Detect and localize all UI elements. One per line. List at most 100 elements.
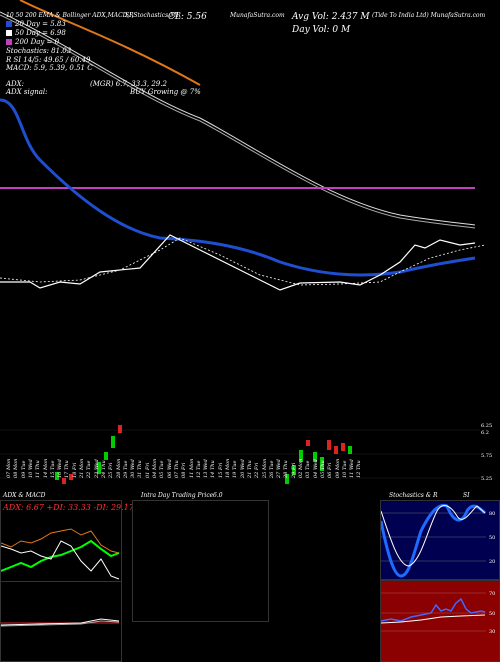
candles <box>55 425 352 484</box>
chart-title: 10 50 200 EMA & Bollinger ADX,MACD,R <box>6 12 134 19</box>
date-label: 10 Tue <box>341 460 348 478</box>
stochastics-panel: Stochastics & R SI 80 50 20 <box>380 492 500 580</box>
date-label: 10 Wed <box>27 459 34 478</box>
date-label: 06 Fri <box>327 462 334 478</box>
date-label: 03 Tue <box>305 460 312 478</box>
bollinger-orange-line <box>19 0 201 86</box>
date-label: 04 Wed <box>312 459 319 478</box>
date-label: 11 Wed <box>349 459 356 478</box>
price-tick: 5.75 <box>481 453 492 459</box>
date-label: 16 Wed <box>57 459 64 478</box>
stochastics-value: Stochastics: 81.03 <box>6 47 72 55</box>
date-label: 27 Wed <box>276 459 283 478</box>
rsi-chart: 70 50 30 <box>381 591 495 635</box>
plus-di-line <box>1 539 120 572</box>
candle <box>292 465 296 475</box>
candle <box>341 443 345 451</box>
stochastics-title: Stochastics & R <box>389 492 438 499</box>
date-label: 11 Thu <box>35 460 42 478</box>
date-label: 28 Thu <box>283 460 290 478</box>
chart-title-mid2: MunafaSutra.com <box>230 12 285 19</box>
candle <box>348 446 352 454</box>
date-label: 23 Wed <box>93 459 100 478</box>
legend-ema20-label: 20 Day = 5.83 <box>15 20 66 28</box>
date-label: 17 Thu <box>64 460 71 478</box>
stoch-k-line <box>381 503 487 578</box>
date-label: 28 Mon <box>115 458 122 478</box>
date-label: 14 Thu <box>210 460 217 478</box>
candle <box>320 457 324 471</box>
rsi-level-label: 70 <box>489 591 495 597</box>
avg-volume: Avg Vol: 2.437 M <box>292 12 370 22</box>
date-label: 30 Wed <box>130 459 137 478</box>
date-label: 25 Mon <box>261 458 268 478</box>
minus-di-line <box>1 540 120 580</box>
main-price-chart <box>0 0 486 291</box>
legend-ema20: 20 Day = 5.83 <box>6 20 66 28</box>
ema200-swatch <box>6 39 12 45</box>
panel-divider <box>1 581 121 582</box>
adx-values: ADX: 6.67 +DI: 33.33 -DI: 29.17 <box>3 503 134 512</box>
legend-ema50: 50 Day = 6.98 <box>6 29 66 37</box>
date-label: 12 Thu <box>356 460 363 478</box>
date-label: 22 Tue <box>86 460 93 478</box>
stoch-level-label: 50 <box>489 535 495 541</box>
chart-title-mid: SI,Stochastics MR <box>125 12 181 19</box>
date-label: 31 Thu <box>137 460 144 478</box>
date-label: 24 Thu <box>100 460 107 478</box>
buy-signal-value: BUY Growing @ 7% <box>130 88 201 96</box>
macd-chart <box>1 618 120 627</box>
intraday-value: 6.0 <box>213 492 223 499</box>
candle <box>104 452 108 460</box>
candle <box>313 452 317 462</box>
adx-signal-label: ADX signal: <box>6 88 48 96</box>
rsi-line <box>381 597 486 622</box>
stochastics-chart: 80 50 20 <box>381 503 495 578</box>
stoch-level-label: 80 <box>489 511 495 517</box>
candle <box>334 446 338 454</box>
adx-panel: ADX & MACD ADX: 6.67 +DI: 33.33 -DI: 29.… <box>0 492 134 662</box>
candle <box>118 425 122 433</box>
legend-ema200-label: 200 Day = 0 <box>15 38 60 46</box>
date-label: 01 Fri <box>144 462 151 478</box>
date-label: 20 Wed <box>239 459 246 478</box>
price-line <box>0 234 476 291</box>
date-label: 26 Tue <box>268 460 275 478</box>
date-label: 29 Tue <box>122 460 129 478</box>
price-tick: 6.2 <box>481 430 489 436</box>
ema20-swatch <box>6 21 12 27</box>
stoch-d-line <box>381 505 486 567</box>
candle <box>55 472 59 480</box>
stochastics-si-title: SI <box>463 492 470 499</box>
date-label: 05 Thu <box>319 460 326 478</box>
rsi-value: R SI 14/5: 49.65 / 60.49 <box>6 56 91 64</box>
candlestick-panel: 6.25 6.2 5.75 5.25 <box>0 423 492 484</box>
adx-label: ADX: <box>6 80 25 88</box>
date-label: 12 Tue <box>195 460 202 478</box>
intraday-panel: Intra Day Trading Price 6.0 <box>132 492 269 622</box>
rsi-level-label: 50 <box>489 611 495 617</box>
date-label: 22 Fri <box>254 462 261 478</box>
candle <box>327 440 331 450</box>
date-label: 18 Fri <box>71 462 78 478</box>
candle <box>69 474 73 480</box>
candle <box>111 436 115 448</box>
date-label: 15 Fri <box>217 462 224 478</box>
legend-ema50-label: 50 Day = 6.98 <box>15 29 66 37</box>
candle <box>285 474 289 484</box>
date-label: 29 Fri <box>290 462 297 478</box>
date-label: 09 Tue <box>20 460 27 478</box>
company-name: (Tide To India Ltd) MunafaSutra.com <box>372 12 486 19</box>
close-price: CL: 5.56 <box>168 12 207 22</box>
ema50-swatch <box>6 30 12 36</box>
price-tick: 6.25 <box>481 423 492 429</box>
macd-signal-line <box>1 620 120 627</box>
candle <box>306 440 310 446</box>
adx-mgr-value: (MGR) 6.7, 33.3, 29.2 <box>90 80 167 88</box>
date-label: 18 Mon <box>225 458 231 478</box>
rsi-panel: 70 50 30 <box>380 580 500 662</box>
date-label: 25 Fri <box>108 462 115 478</box>
intraday-title: Intra Day Trading Price <box>141 492 214 499</box>
date-label: 07 Thu <box>173 460 180 478</box>
date-label: 13 Wed <box>203 459 210 478</box>
